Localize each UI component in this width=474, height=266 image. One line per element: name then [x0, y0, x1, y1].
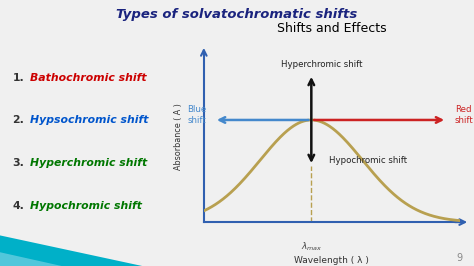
Text: Hypochromic shift: Hypochromic shift [30, 201, 142, 211]
Text: Red
shift: Red shift [455, 105, 474, 124]
Text: Bathochromic shift: Bathochromic shift [30, 73, 146, 83]
Text: Wavelength ( λ ): Wavelength ( λ ) [294, 256, 369, 265]
Polygon shape [0, 235, 142, 266]
Text: Blue
shift: Blue shift [187, 105, 206, 124]
Text: Types of solvatochromatic shifts: Types of solvatochromatic shifts [117, 8, 357, 21]
Polygon shape [0, 252, 62, 266]
Text: 4.: 4. [12, 201, 24, 211]
Text: 2.: 2. [12, 115, 24, 126]
Text: 1.: 1. [12, 73, 24, 83]
Text: Shifts and Effects: Shifts and Effects [277, 22, 387, 35]
Text: 3.: 3. [12, 158, 24, 168]
Text: 9: 9 [456, 253, 462, 263]
Text: $\lambda_{max}$: $\lambda_{max}$ [301, 241, 322, 253]
Text: Absorbance ( A ): Absorbance ( A ) [174, 103, 182, 171]
Text: Hyperchromic shift: Hyperchromic shift [281, 60, 362, 69]
Text: Hyperchromic shift: Hyperchromic shift [30, 158, 147, 168]
Text: Hypsochromic shift: Hypsochromic shift [30, 115, 148, 126]
Text: Hypochromic shift: Hypochromic shift [328, 156, 407, 165]
